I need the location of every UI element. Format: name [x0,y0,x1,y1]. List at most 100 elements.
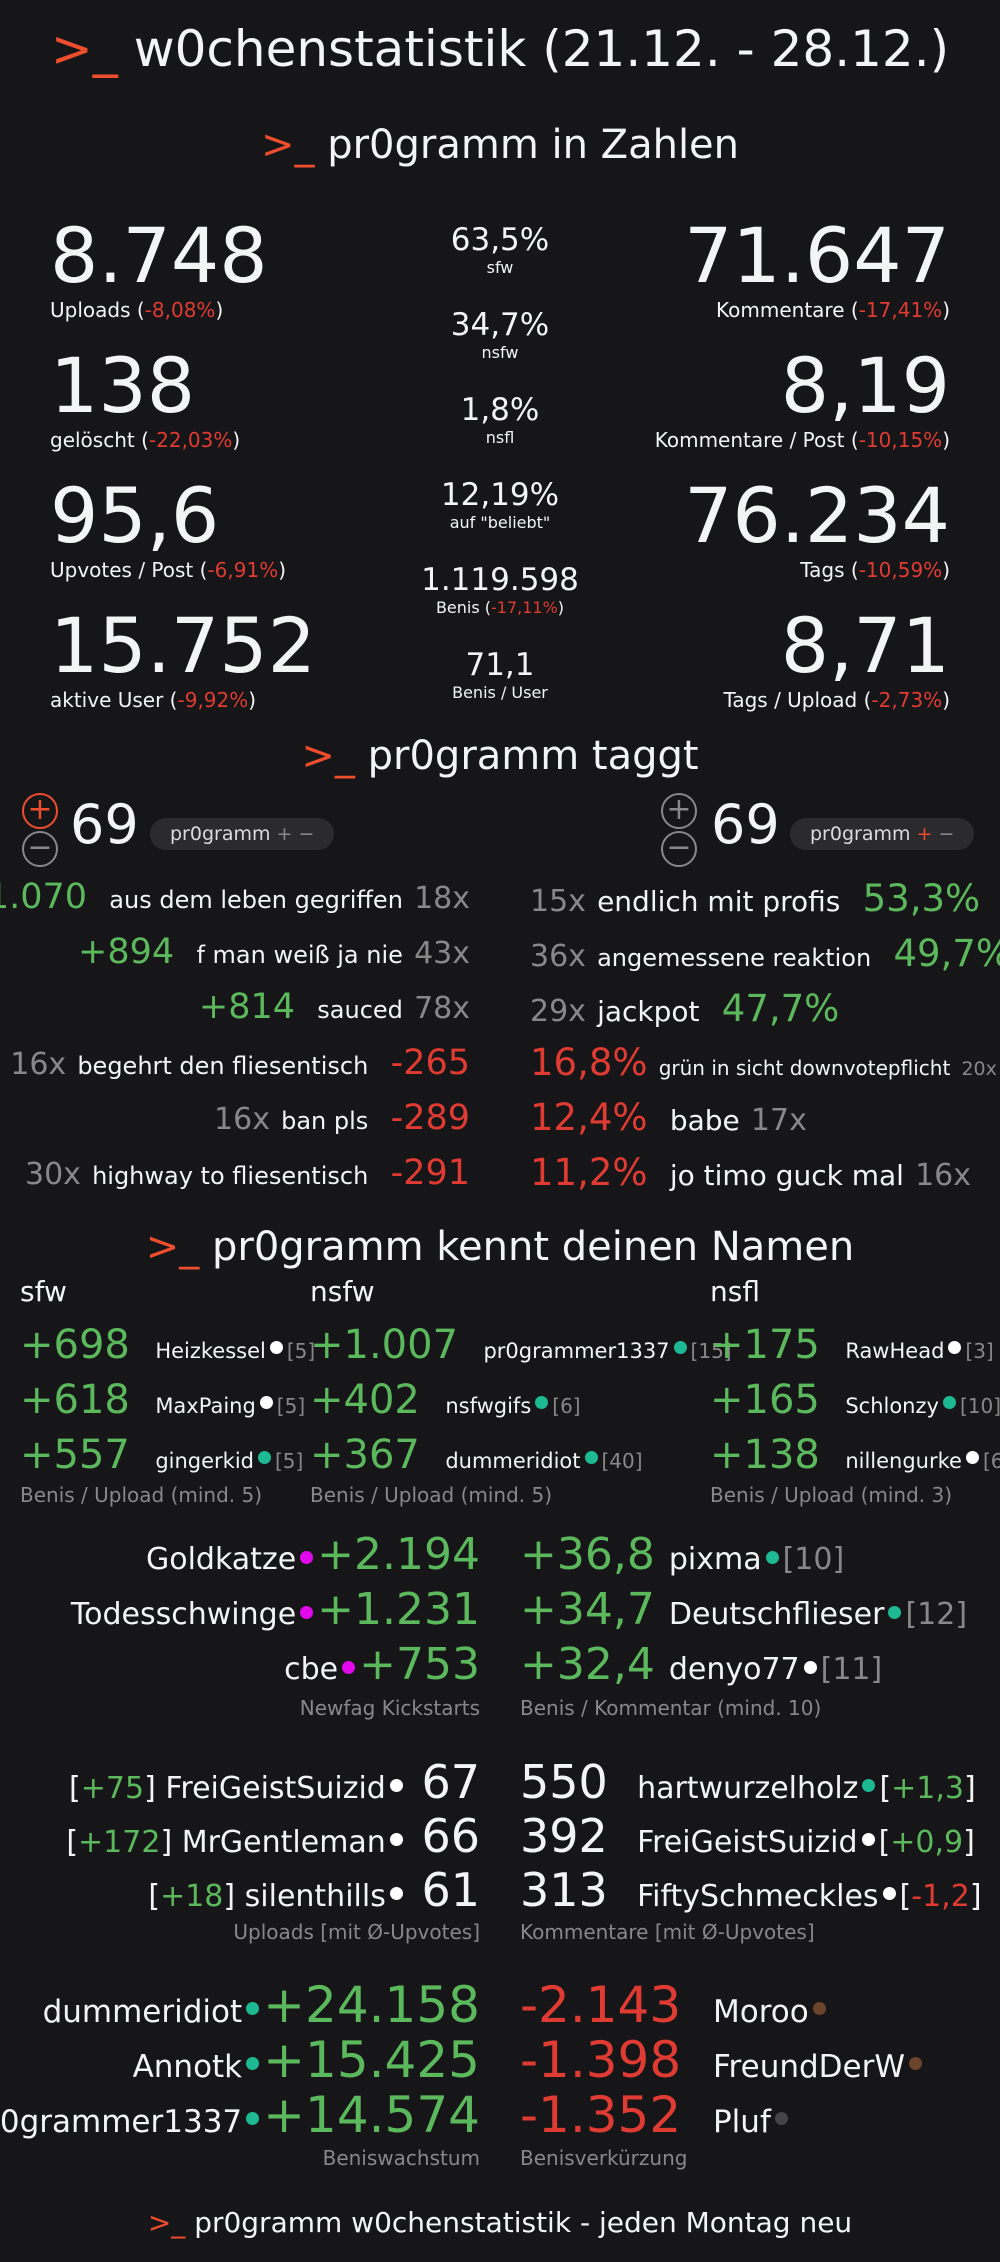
rank-dot [774,2112,788,2125]
user-row: +557 gingerkid [5] [20,1432,304,1478]
user-row: 313 FiftySchmeckles [-1,2] [520,1863,982,1917]
stat-tags-upload: 8,71 Tags / Upload (-2,73%) [550,601,950,713]
user-row: +175 RawHead [3] [710,1322,994,1368]
user-row: dummeridiot +24.158 [42,1976,480,2034]
stat-tags: 76.234 Tags (-10,59%) [550,478,950,583]
column-caption: Benis / Upload (mind. 5) [20,1483,263,1507]
stat-label: Kommentare (-17,41%) [716,298,950,322]
vote-score: 69 [70,793,139,856]
title-text: w0chenstatistik (21.12. - 28.12.) [133,20,950,78]
tag-row: 16x begehrt den fliesentisch -265 [10,1043,470,1083]
stat-benis: 1.119.598 Benis (-17,11%) [421,562,579,617]
rank-dot [389,1833,403,1846]
prompt-glyph: >_ [50,20,118,78]
stat-kommentare: 71.647 Kommentare (-17,41%) [550,218,950,323]
stat-label: Tags (-10,59%) [800,558,950,582]
tag-row: 12,4% babe 17x [530,1096,807,1139]
stat-label: gelöscht (-22,03%) [50,428,241,452]
stat-value: 95,6 [50,471,220,560]
section-caption: Newfag Kickstarts [299,1696,480,1720]
rank-dot [389,1887,403,1900]
stat-label: Upvotes / Post (-6,91%) [50,558,287,582]
tag-row: 15x endlich mit profis 53,3% [530,877,981,920]
user-row: Goldkatze +2.194 [145,1529,480,1580]
column-title-sfw: sfw [20,1275,67,1308]
user-row: +36,8 pixma [10] [520,1529,845,1580]
tag-row: 36x angemessene reaktion 49,7% [530,932,1000,975]
rank-dot [673,1340,687,1354]
user-row: -1.398 FreundDerW [520,2035,926,2085]
stat-value: 8.748 [50,211,268,300]
tag-upvote-icon[interactable]: + [276,823,293,845]
section-heading-text: pr0gramm in Zahlen [327,122,740,168]
footer-text: pr0gramm w0chenstatistik - jeden Montag … [194,2206,853,2239]
rank-dot [942,1395,956,1409]
user-row: +367 dummeridiot [40] [310,1432,643,1478]
stat-value: 138 [50,341,196,430]
tag-downvote-icon[interactable]: − [938,823,955,845]
user-row: Annotk +15.425 [132,2031,480,2089]
stat-nsfl: 1,8% nsfl [460,392,540,447]
prompt-glyph: >_ [260,122,315,168]
tag-row: 16x ban pls -289 [214,1098,470,1138]
stat-kommentare-post: 8,19 Kommentare / Post (-10,15%) [550,341,950,453]
rank-dot [862,1779,876,1792]
user-row: 550 hartwurzelholz [+1,3] [520,1755,976,1809]
tag-upvote-icon[interactable]: + [916,823,933,845]
rank-dot [812,2002,826,2015]
tag-row: 30x highway to fliesentisch -291 [24,1153,470,1193]
rank-dot [765,1550,779,1564]
stat-sfw: 63,5% sfw [450,222,550,277]
column-title-nsfl: nsfl [710,1275,760,1308]
stat-label: Kommentare / Post (-10,15%) [654,428,950,452]
section-caption: Uploads [mit Ø-Upvotes] [233,1920,480,1944]
rank-dot [269,1340,283,1354]
rank-dot [258,1450,271,1464]
user-row: +1.007 pr0grammer1337 [15] [310,1322,732,1368]
tag-pill[interactable]: pr0gramm + − [150,818,335,850]
stat-geloescht: 138 gelöscht (-22,03%) [50,341,450,453]
section-heading-zahlen: >_ pr0gramm in Zahlen [0,122,1000,168]
rank-dot [259,1395,273,1409]
downvote-icon[interactable]: − [661,831,697,867]
user-row: cbe +753 [284,1639,480,1690]
rank-dot [389,1779,403,1792]
stat-aktive-user: 15.752 aktive User (-9,92%) [50,601,450,713]
stat-nsfw: 34,7% nsfw [450,307,550,362]
tag-row: +814 sauced 78x [198,987,470,1027]
upvote-icon[interactable]: + [22,793,58,829]
section-heading-taggt: >_ pr0gramm taggt [0,733,1000,779]
rank-dot [882,1887,896,1900]
stat-label: Tags / Upload (-2,73%) [723,688,950,712]
stat-value: 8,19 [780,341,950,430]
upvote-icon[interactable]: + [661,793,697,829]
tag-downvote-icon[interactable]: − [298,823,315,845]
stat-value: 15.752 [50,601,316,690]
stat-beliebt: 12,19% auf "beliebt" [440,477,560,532]
tag-row: 11,2% jo timo guck mal 16x [530,1151,972,1194]
user-row: +32,4 denyo77 [11] [520,1639,883,1690]
section-caption: Benisverkürzung [520,2146,688,2170]
rank-dot [861,1833,875,1846]
tag-pill[interactable]: pr0gramm + − [790,818,975,850]
column-title-nsfw: nsfw [310,1275,375,1308]
rank-dot [246,2112,260,2125]
section-heading-text: pr0gramm kennt deinen Namen [212,1224,855,1270]
rank-dot [584,1450,598,1464]
rank-dot [803,1660,817,1674]
user-row: +698 Heizkessel [5] [20,1322,316,1368]
prompt-glyph: >_ [301,733,355,779]
downvote-icon[interactable]: − [22,831,58,867]
footer: >_ pr0gramm w0chenstatistik - jeden Mont… [0,2206,1000,2239]
user-row: pr0grammer1337+14.574 [0,2086,480,2144]
rank-dot [300,1550,314,1564]
stat-label: aktive User (-9,92%) [50,688,257,712]
section-heading-text: pr0gramm taggt [367,733,699,779]
user-row: 392 FreiGeistSuizid [+0,9] [520,1809,975,1863]
stat-upvotes-post: 95,6 Upvotes / Post (-6,91%) [50,471,450,583]
stat-value: 8,71 [780,601,950,690]
rank-dot [888,1605,902,1619]
section-caption: Kommentare [mit Ø-Upvotes] [520,1920,815,1944]
page-title: >_ w0chenstatistik (21.12. - 28.12.) [0,20,1000,78]
rank-dot [246,2057,260,2070]
